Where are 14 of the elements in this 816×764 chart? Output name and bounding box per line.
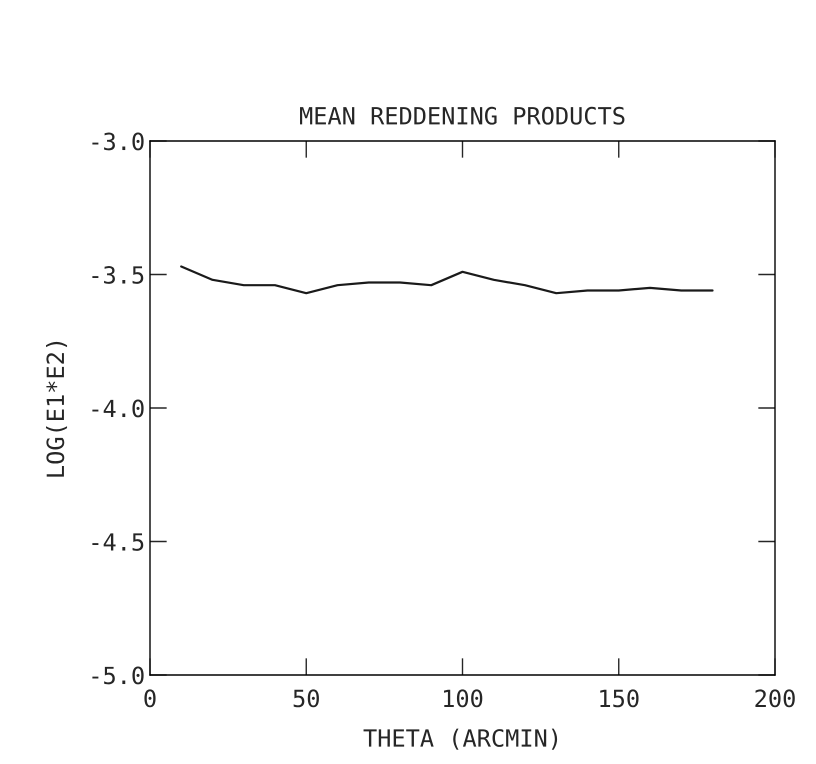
x-axis-title: THETA (ARCMIN) (364, 728, 558, 750)
y-tick-label: -4.5 (92, 533, 144, 551)
y-tick-label: -3.5 (92, 266, 144, 284)
y-tick-label: -3.0 (92, 132, 144, 150)
x-tick-label: 50 (294, 689, 319, 708)
x-tick-label: 200 (755, 689, 795, 708)
y-tick-label: -4.0 (92, 400, 144, 418)
line-series (180, 265, 714, 294)
x-tick-label: 100 (444, 689, 482, 708)
y-axis-title: LOG(E1*E2) (46, 342, 68, 477)
x-tick-label: 150 (600, 689, 639, 708)
chart-title: MEAN REDDENING PRODUCTS (300, 106, 624, 125)
x-tick-label: 0 (144, 689, 156, 708)
y-tick-label: -5.0 (92, 666, 144, 684)
